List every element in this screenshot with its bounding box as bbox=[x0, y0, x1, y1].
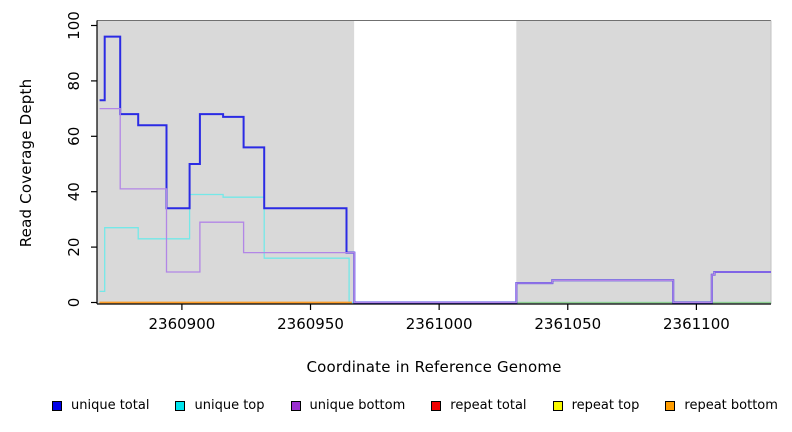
y-tick-label: 100 bbox=[65, 11, 83, 40]
y-tick-label: 80 bbox=[65, 71, 83, 90]
y-tick-label: 0 bbox=[65, 298, 83, 308]
legend-item-repeat-total: repeat total bbox=[431, 398, 527, 413]
legend-item-repeat-bottom: repeat bottom bbox=[665, 398, 778, 413]
plot-area: 2360900 2360950 2361000 2361050 2361100 0 20 40… bbox=[65, 11, 772, 333]
repeat-region-left-shading bbox=[97, 20, 355, 304]
x-tick-label: 2361050 bbox=[534, 315, 601, 333]
x-tick-label: 2360950 bbox=[277, 315, 344, 333]
legend: unique total unique top unique bottom repea… bbox=[52, 398, 778, 413]
legend-item-unique-total: unique total bbox=[52, 398, 149, 413]
x-tick-label: 2360900 bbox=[148, 315, 215, 333]
repeat-region-right-shading bbox=[516, 20, 771, 304]
unique-region-center-shading bbox=[354, 20, 517, 304]
legend-item-unique-top: unique top bbox=[175, 398, 265, 413]
legend-swatch-repeat-top bbox=[552, 400, 563, 411]
x-axis-title: Coordinate in Reference Genome bbox=[306, 358, 562, 376]
legend-swatch-repeat-total bbox=[431, 400, 442, 411]
y-tick-label: 60 bbox=[65, 127, 83, 146]
y-axis-title: Read Coverage Depth bbox=[17, 78, 35, 248]
legend-swatch-repeat-bottom bbox=[665, 400, 676, 411]
legend-label-repeat-bottom: repeat bottom bbox=[684, 398, 778, 413]
legend-swatch-unique-bottom bbox=[290, 400, 301, 411]
x-tick-label: 2361000 bbox=[406, 315, 473, 333]
y-tick-label: 40 bbox=[65, 182, 83, 201]
legend-swatch-unique-top bbox=[175, 400, 186, 411]
legend-label-unique-bottom: unique bottom bbox=[309, 398, 406, 413]
y-tick-label: 20 bbox=[65, 238, 83, 257]
series-unique-top bbox=[99, 193, 771, 304]
legend-label-repeat-top: repeat top bbox=[571, 398, 640, 413]
x-tick-label: 2361100 bbox=[663, 315, 730, 333]
legend-item-unique-bottom: unique bottom bbox=[290, 398, 406, 413]
legend-swatch-unique-total bbox=[52, 400, 62, 411]
series-unique-bottom bbox=[99, 107, 771, 304]
legend-label-unique-top: unique top bbox=[194, 398, 265, 413]
legend-label-unique-total: unique total bbox=[71, 398, 150, 413]
legend-label-repeat-total: repeat total bbox=[450, 398, 527, 413]
legend-item-repeat-top: repeat top bbox=[552, 398, 640, 413]
